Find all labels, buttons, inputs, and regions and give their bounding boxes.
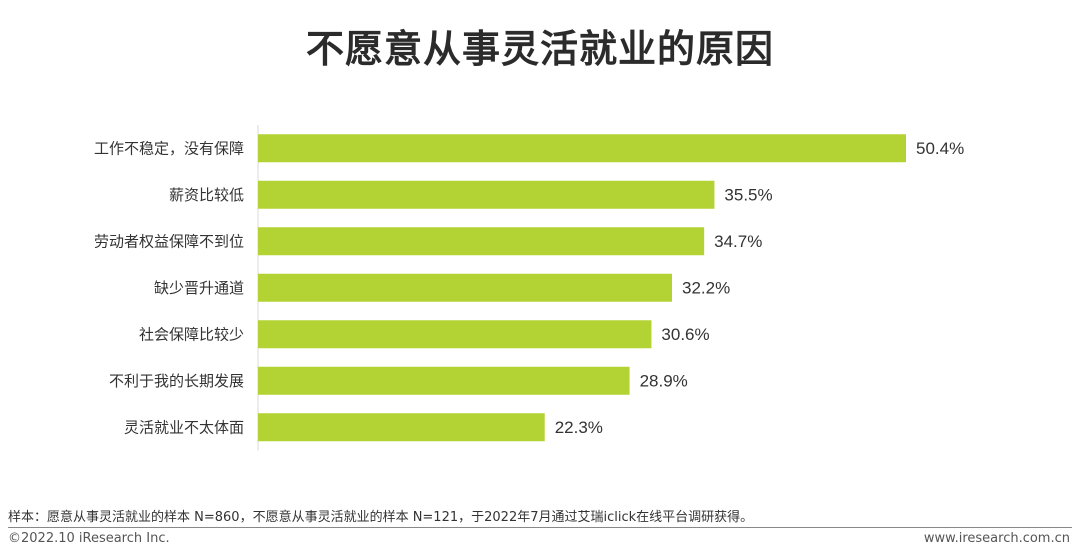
value-label: 22.3% [555,418,603,437]
value-label: 34.7% [714,232,762,251]
value-label: 35.5% [724,185,772,204]
bar-chart: 工作不稳定，没有保障 50.4% 薪资比较低 35.5% 劳动者权益保障不到位 34.7%… [94,125,964,451]
bar [258,413,545,442]
bar [258,320,652,349]
bar [258,273,672,302]
category-label: 薪资比较低 [169,186,244,204]
value-label: 50.4% [916,139,964,158]
value-label: 28.9% [640,371,688,390]
category-label: 劳动者权益保障不到位 [94,232,244,250]
footer-divider [8,527,1072,528]
category-label: 社会保障比较少 [139,325,244,343]
page-title: 不愿意从事灵活就业的原因 [305,27,774,71]
bar [258,366,630,395]
copyright-text: ©2022.10 iResearch Inc. [8,531,170,546]
bar [258,134,906,163]
value-label: 32.2% [682,278,730,297]
website-link[interactable]: www.iresearch.com.cn [923,531,1070,546]
category-label: 不利于我的长期发展 [109,372,244,390]
bar [258,227,705,256]
bar [258,180,715,209]
category-label: 缺少晋升通道 [154,279,244,297]
sample-note: 样本：愿意从事灵活就业的样本 N=860，不愿意从事灵活就业的样本 N=121，… [8,510,754,525]
category-label: 工作不稳定，没有保障 [94,139,244,157]
value-label: 30.6% [661,325,709,344]
category-label: 灵活就业不太体面 [124,418,244,436]
